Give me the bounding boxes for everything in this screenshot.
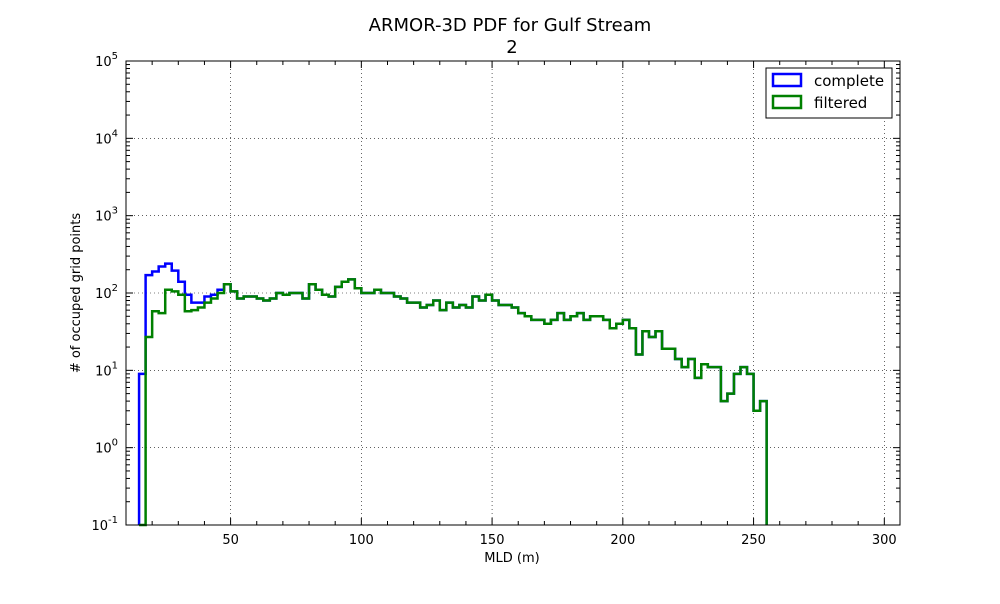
y-tick-label: 100 (95, 438, 118, 457)
x-tick-label: 50 (222, 533, 239, 548)
y-tick-label: 101 (95, 360, 118, 379)
series-filtered-step (139, 278, 768, 527)
y-tick-label: 102 (95, 283, 118, 302)
x-tick-label: 250 (741, 533, 766, 548)
legend-swatch-filtered (771, 94, 803, 110)
legend-swatch-complete (771, 72, 803, 88)
legend-label-filtered: filtered (814, 94, 867, 112)
x-axis-label: MLD (m) (484, 551, 539, 566)
x-tick-label: 150 (480, 533, 505, 548)
y-tick-label: 104 (95, 128, 118, 147)
series-layer (137, 262, 768, 527)
y-tick-label: 105 (95, 51, 118, 70)
y-tick-label: 10-1 (91, 515, 118, 534)
y-axis-label: # of occuped grid points (69, 213, 84, 374)
axis-ticks: 50 100 150 200 250 300 10-1 100 101 102 103 104 105 (91, 51, 900, 548)
chart-title-line2: 2 (506, 37, 517, 58)
x-tick-label: 200 (610, 533, 635, 548)
legend: complete filtered (765, 67, 893, 119)
y-tick-label: 103 (95, 206, 118, 225)
legend-label-complete: complete (814, 72, 884, 90)
x-tick-label: 100 (349, 533, 374, 548)
chart-title-line1: ARMOR-3D PDF for Gulf Stream (369, 15, 652, 36)
legend-box (765, 67, 893, 119)
x-tick-label: 300 (872, 533, 897, 548)
